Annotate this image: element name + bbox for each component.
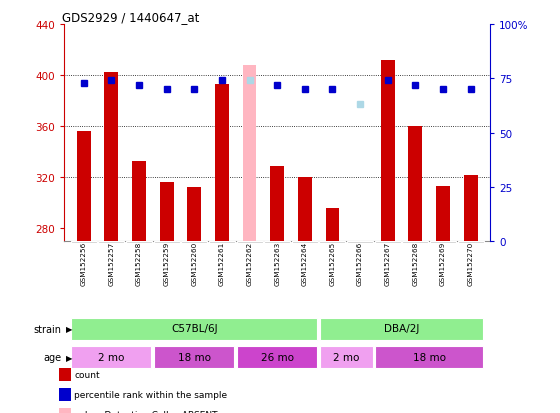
Text: GSM152258: GSM152258 <box>136 241 142 285</box>
Bar <box>270 166 284 242</box>
Text: GSM152257: GSM152257 <box>109 241 114 285</box>
Bar <box>188 188 201 242</box>
Bar <box>408 127 422 242</box>
Text: GSM152261: GSM152261 <box>219 241 225 285</box>
Text: strain: strain <box>34 324 62 334</box>
FancyBboxPatch shape <box>99 241 124 244</box>
FancyBboxPatch shape <box>320 346 372 368</box>
Text: GSM152269: GSM152269 <box>440 241 446 285</box>
Text: 26 mo: 26 mo <box>261 352 293 362</box>
Text: GSM152259: GSM152259 <box>164 241 170 285</box>
Text: 18 mo: 18 mo <box>178 352 211 362</box>
Bar <box>160 183 174 242</box>
FancyBboxPatch shape <box>237 346 318 368</box>
Bar <box>325 209 339 242</box>
Text: 18 mo: 18 mo <box>413 352 446 362</box>
Text: value, Detection Call = ABSENT: value, Detection Call = ABSENT <box>74 410 218 413</box>
Text: ▶: ▶ <box>66 325 72 334</box>
Text: GDS2929 / 1440647_at: GDS2929 / 1440647_at <box>62 11 200 24</box>
Bar <box>381 60 395 242</box>
FancyBboxPatch shape <box>71 318 318 340</box>
Text: GSM152260: GSM152260 <box>192 241 197 285</box>
Text: DBA/2J: DBA/2J <box>384 324 419 334</box>
Text: GSM152270: GSM152270 <box>468 241 474 285</box>
Bar <box>242 66 256 242</box>
FancyBboxPatch shape <box>403 241 428 244</box>
Text: ▶: ▶ <box>66 353 72 362</box>
FancyBboxPatch shape <box>71 346 151 368</box>
FancyBboxPatch shape <box>430 241 456 244</box>
Text: GSM152268: GSM152268 <box>412 241 418 285</box>
Text: GSM152266: GSM152266 <box>357 241 363 285</box>
Text: GSM152267: GSM152267 <box>385 241 391 285</box>
Text: GSM152262: GSM152262 <box>246 241 253 285</box>
FancyBboxPatch shape <box>209 241 235 244</box>
FancyBboxPatch shape <box>264 241 290 244</box>
FancyBboxPatch shape <box>292 241 318 244</box>
Text: percentile rank within the sample: percentile rank within the sample <box>74 390 227 399</box>
Bar <box>464 175 478 242</box>
FancyBboxPatch shape <box>181 241 207 244</box>
Text: C57BL/6J: C57BL/6J <box>171 324 218 334</box>
Text: 2 mo: 2 mo <box>98 352 124 362</box>
FancyBboxPatch shape <box>375 241 401 244</box>
FancyBboxPatch shape <box>320 318 483 340</box>
FancyBboxPatch shape <box>458 241 484 244</box>
Bar <box>298 178 312 242</box>
FancyBboxPatch shape <box>375 346 483 368</box>
Text: GSM152256: GSM152256 <box>81 241 87 285</box>
FancyBboxPatch shape <box>71 241 97 244</box>
Bar <box>215 85 229 242</box>
FancyBboxPatch shape <box>154 346 235 368</box>
Text: 2 mo: 2 mo <box>333 352 360 362</box>
FancyBboxPatch shape <box>236 241 263 244</box>
Text: age: age <box>44 352 62 362</box>
FancyBboxPatch shape <box>320 241 346 244</box>
Text: GSM152264: GSM152264 <box>302 241 308 285</box>
Bar <box>132 161 146 242</box>
FancyBboxPatch shape <box>126 241 152 244</box>
Bar <box>105 73 118 242</box>
FancyBboxPatch shape <box>347 241 373 244</box>
FancyBboxPatch shape <box>153 241 180 244</box>
Bar <box>436 187 450 242</box>
Text: GSM152265: GSM152265 <box>329 241 335 285</box>
Bar <box>77 132 91 242</box>
Text: count: count <box>74 370 100 379</box>
Text: GSM152263: GSM152263 <box>274 241 280 285</box>
